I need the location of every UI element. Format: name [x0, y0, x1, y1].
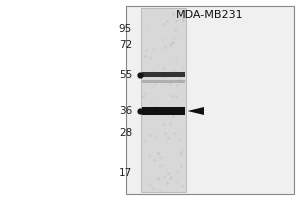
- Bar: [141, 8, 186, 192]
- Bar: [142, 72, 185, 77]
- Bar: [142, 79, 185, 82]
- Text: 28: 28: [119, 128, 132, 138]
- Polygon shape: [188, 107, 204, 115]
- Text: 72: 72: [119, 40, 132, 50]
- Bar: [126, 6, 294, 194]
- Text: MDA-MB231: MDA-MB231: [176, 10, 244, 20]
- Text: 36: 36: [119, 106, 132, 116]
- Text: 95: 95: [119, 24, 132, 34]
- Text: 17: 17: [119, 168, 132, 178]
- Text: 55: 55: [119, 70, 132, 80]
- Bar: [142, 107, 185, 115]
